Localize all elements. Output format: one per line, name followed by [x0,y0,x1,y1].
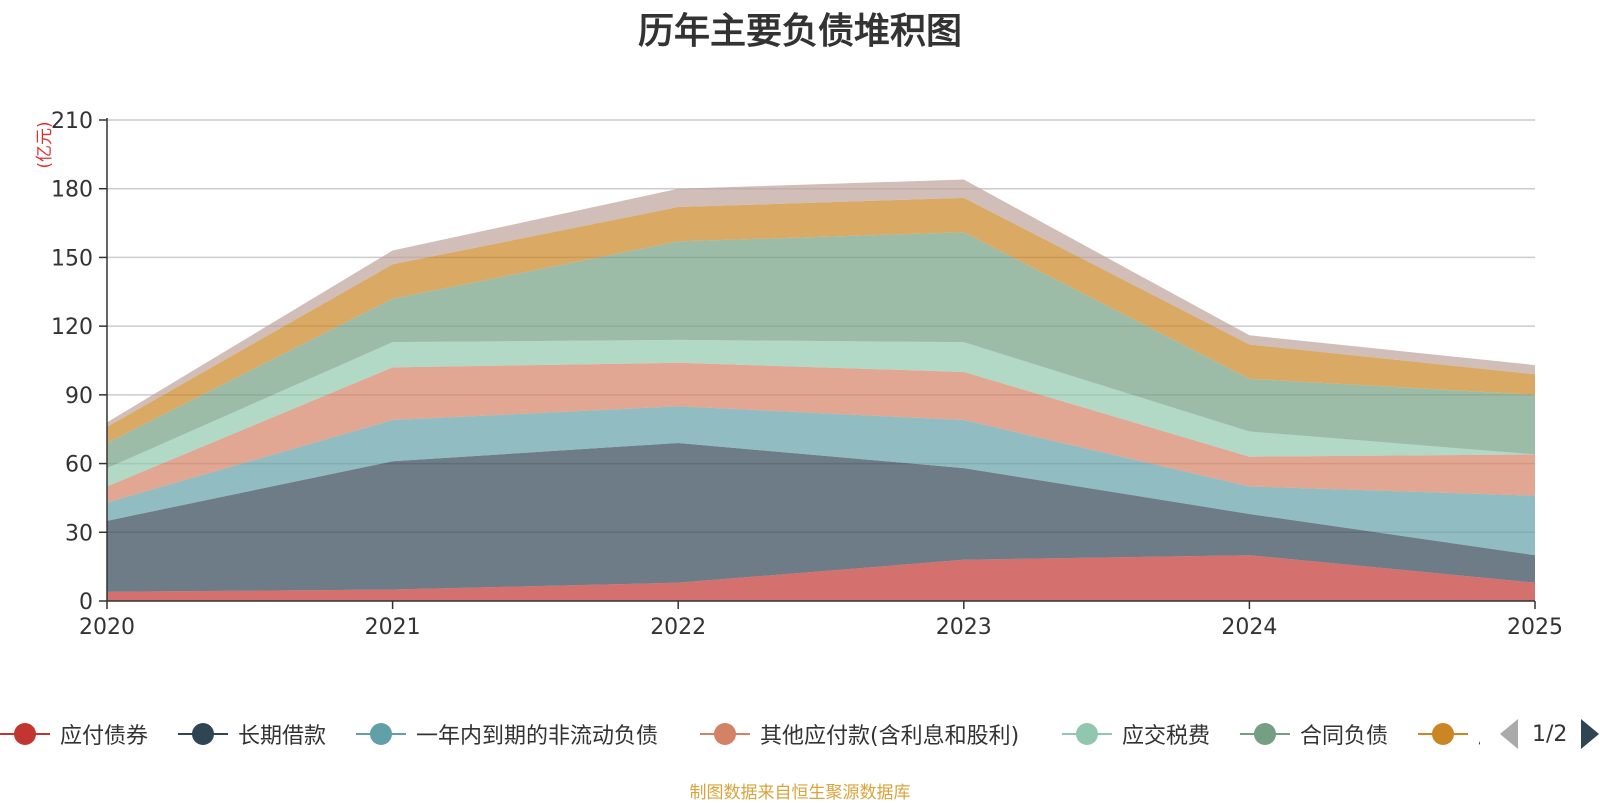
legend-label: 一年内到期的非流动负债 [416,724,659,749]
legend-item[interactable]: 一年内到期的非流动负债 [356,716,658,752]
y-axis-unit-label: (亿元) [35,121,55,168]
legend: 应付债券 长期借款 一年内到期的非流动负债 其他应付款(含利息和股利) 应交税费 合同负债… [0,716,1480,752]
y-tick-label: 90 [65,384,93,409]
x-tick-label: 2024 [1221,615,1277,640]
legend-next-page-icon[interactable] [1581,719,1600,749]
x-tick-label: 2025 [1507,615,1563,640]
y-tick-label: 210 [51,109,93,134]
y-tick-label: 150 [51,246,93,271]
area-series-7 [107,197,1535,443]
chart-plot: 0 30 60 90 120 150 180 210 2020 2021 2022 2023 2024 2… [35,109,1563,640]
legend-label: 应付债券 [60,724,149,749]
legend-label: 其他应付款(含利息和股利) [760,724,1020,749]
area-series-6 [107,232,1535,469]
legend-marker-icon [0,722,50,746]
y-tick-label: 0 [79,590,93,615]
area-series-3 [107,406,1535,556]
area-series-2 [107,442,1535,592]
legend-marker-icon [1418,722,1468,746]
legend-marker-icon [356,722,406,746]
legend-item[interactable]: 应付账款 [1418,716,1480,752]
stacked-areas [107,179,1535,601]
y-tick-label: 180 [51,178,93,203]
y-tick-label: 60 [65,453,93,478]
chart-title: 历年主要负债堆积图 [637,11,962,52]
legend-page-indicator: 1/2 [1532,721,1568,747]
legend-marker-icon [178,722,228,746]
axes: 0 30 60 90 120 150 180 210 2020 2021 2022 2023 2024 2… [51,109,1563,640]
legend-item[interactable]: 应付债券 [0,716,148,752]
y-tick-label: 120 [51,315,93,340]
legend-label: 应交税费 [1122,724,1211,749]
area-series-8 [107,179,1535,427]
legend-label: 长期借款 [238,724,327,749]
legend-label: 合同负债 [1300,724,1389,749]
x-tick-label: 2023 [936,615,992,640]
data-source-footer: 制图数据来自恒生聚源数据库 [689,783,911,803]
legend-pager: 1/2 [1500,716,1600,752]
legend-item[interactable]: 其他应付款(含利息和股利) [700,716,1019,752]
x-tick-label: 2021 [365,615,421,640]
area-series-1 [107,555,1535,601]
x-tick-label: 2020 [79,615,135,640]
legend-marker-icon [1062,722,1112,746]
legend-item[interactable]: 合同负债 [1240,716,1388,752]
legend-item[interactable]: 应交税费 [1062,716,1210,752]
legend-label: 应付账款 [1478,718,1480,750]
legend-marker-icon [700,722,750,746]
legend-marker-icon [1240,722,1290,746]
area-series-4 [107,362,1535,503]
legend-prev-page-icon[interactable] [1500,719,1518,749]
legend-item[interactable]: 长期借款 [178,716,326,752]
y-tick-label: 30 [65,521,93,546]
x-tick-label: 2022 [650,615,706,640]
